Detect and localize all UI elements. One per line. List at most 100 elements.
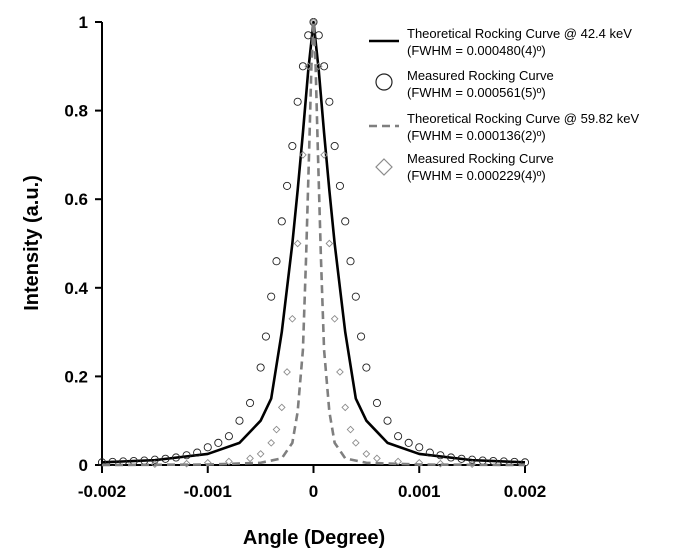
x-tick-label: 0.001 [398, 482, 441, 501]
legend-label-theoretical-59-line2: (FWHM = 0.000136(2)º) [407, 128, 546, 143]
data-point-diamond [225, 457, 233, 466]
series-line [101, 20, 526, 464]
x-tick-label: -0.001 [184, 482, 232, 501]
legend-label-measured-diamond-line1: Measured Rocking Curve [407, 151, 554, 166]
series-1 [97, 17, 530, 467]
data-point-circle [171, 453, 181, 462]
legend-label-measured-diamond-line2: (FWHM = 0.000229(4)º) [407, 168, 546, 183]
data-point-diamond [415, 458, 424, 467]
data-point-circle [293, 97, 302, 106]
data-point-circle [372, 398, 382, 408]
data-point-circle [341, 217, 350, 226]
legend-label-measured-circle-line2: (FWHM = 0.000561(5)º) [407, 85, 546, 100]
data-point-diamond [314, 62, 323, 71]
data-point-circle [351, 292, 360, 301]
y-tick-label: 0.4 [64, 279, 88, 298]
data-point-circle [510, 457, 519, 466]
data-point-circle [425, 448, 434, 457]
y-tick-label: 0 [79, 456, 88, 475]
series-3 [151, 18, 476, 468]
data-point-circle [346, 257, 355, 266]
legend-label-theoretical-42-line2: (FWHM = 0.000480(4)º) [407, 43, 546, 58]
data-point-circle [245, 398, 255, 408]
y-tick-label: 0.6 [64, 190, 88, 209]
data-point-circle [267, 292, 276, 301]
data-point-diamond [304, 62, 313, 71]
data-point-diamond [203, 458, 212, 467]
data-point-circle [457, 454, 466, 463]
y-tick-label: 1 [79, 13, 88, 32]
data-point-diamond [246, 454, 254, 463]
y-tick-label: 0.8 [64, 102, 88, 121]
data-point-diamond [283, 368, 291, 376]
legend-symbol-measured-diamond [375, 158, 393, 176]
data-point-diamond [293, 239, 302, 248]
y-axis-title: Intensity (a.u.) [21, 175, 43, 311]
data-point-diamond [272, 425, 281, 434]
data-point-circle [272, 257, 281, 266]
data-point-circle [235, 416, 244, 425]
legend-label-theoretical-42-line1: Theoretical Rocking Curve @ 42.4 keV [407, 26, 632, 41]
data-point-circle [436, 451, 445, 460]
legend-label-measured-circle-line1: Measured Rocking Curve [407, 68, 554, 83]
x-axis-title: Angle (Degree) [243, 527, 385, 549]
x-ticks: -0.002 -0.001 0 0.001 0.002 [78, 465, 546, 501]
data-point-circle [357, 332, 366, 341]
data-point-diamond [341, 403, 350, 412]
legend-symbol-measured-circle [375, 73, 393, 91]
data-point-diamond [373, 454, 381, 463]
data-point-diamond [151, 460, 159, 468]
data-point-circle [330, 141, 339, 151]
data-point-circle [415, 443, 424, 452]
data-point-diamond [394, 457, 402, 466]
data-point-diamond [182, 459, 191, 468]
data-point-circle [314, 31, 323, 40]
plot-area: -0.002 -0.001 0 0.001 0.002 0 0.2 0.4 0.6 0.8 1 [64, 13, 546, 501]
data-point-diamond [351, 439, 360, 447]
data-point-circle [256, 363, 265, 372]
x-tick-label: 0.002 [504, 482, 547, 501]
data-point-circle [320, 62, 329, 71]
data-point-circle [362, 363, 371, 372]
data-point-circle [182, 451, 191, 460]
series-layer [97, 17, 530, 468]
data-point-circle [383, 416, 392, 425]
data-point-diamond [277, 403, 286, 412]
data-point-diamond [468, 460, 476, 468]
data-point-circle [203, 443, 212, 452]
data-point-circle [97, 458, 107, 467]
series-line [101, 20, 526, 467]
data-point-circle [325, 97, 334, 106]
data-point-circle [298, 62, 307, 71]
legend: Theoretical Rocking Curve @ 42.4 keV (FW… [369, 26, 639, 183]
data-point-diamond [288, 314, 297, 323]
data-point-circle [520, 458, 530, 467]
y-ticks: 0 0.2 0.4 0.6 0.8 1 [64, 13, 102, 475]
data-point-circle [283, 181, 292, 190]
x-tick-label: -0.002 [78, 482, 126, 501]
data-point-circle [404, 438, 413, 447]
data-point-circle [161, 454, 170, 463]
data-point-circle [304, 31, 313, 40]
data-point-circle [261, 332, 270, 341]
data-point-diamond [309, 18, 318, 26]
data-point-circle [468, 455, 477, 464]
data-point-circle [108, 457, 117, 466]
data-point-circle [446, 453, 456, 462]
data-point-diamond [320, 151, 328, 159]
data-point-circle [150, 455, 159, 464]
data-point-circle [288, 141, 297, 151]
data-point-circle [277, 217, 286, 226]
legend-label-theoretical-59-line1: Theoretical Rocking Curve @ 59.82 keV [407, 111, 639, 126]
series-0 [101, 20, 526, 464]
data-point-circle [335, 181, 344, 190]
x-tick-label: 0 [309, 482, 318, 501]
data-point-diamond [325, 239, 334, 248]
y-tick-label: 0.2 [64, 367, 88, 386]
data-point-circle [499, 457, 508, 466]
data-point-diamond [256, 450, 265, 458]
data-point-circle [214, 438, 223, 447]
data-point-diamond [336, 368, 344, 376]
data-point-diamond [362, 450, 371, 458]
